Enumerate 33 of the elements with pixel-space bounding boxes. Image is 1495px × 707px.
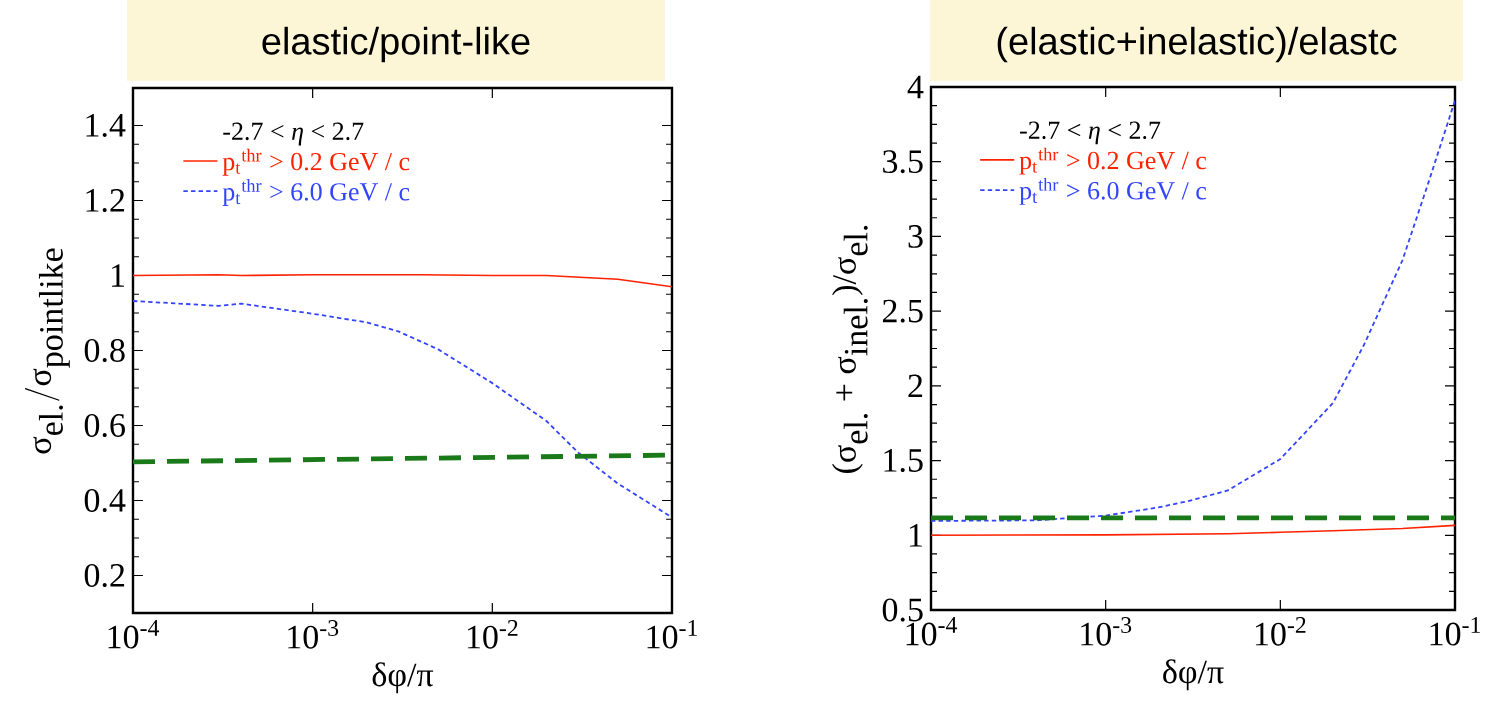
- y-tick-label: 3: [908, 225, 923, 248]
- legend-title: -2.7 < η < 2.7: [1020, 121, 1161, 145]
- y-tick-label: 1: [111, 264, 124, 287]
- y-tick-label: 2.5: [882, 299, 923, 323]
- x-tick-label: 10$^{-4}$: [108, 620, 160, 649]
- legend-label: p$_{t}$$^{thr}$ > 6.0 GeV / c: [222, 179, 410, 206]
- y-tick-label: 0.8: [84, 338, 125, 363]
- x-tick-label: 10$^{-1}$: [647, 620, 697, 649]
- y-tick-label: 0.2: [84, 563, 125, 588]
- y-tick-label: 4: [907, 75, 924, 99]
- x-tick-label: 10$^{-2}$: [467, 620, 518, 649]
- chart-title: (elastic+inelastic)/elastc: [997, 26, 1397, 63]
- y-tick-label: 1.4: [86, 114, 126, 137]
- y-tick-label: 2: [908, 374, 923, 398]
- y-tick-label: 1.5: [884, 449, 923, 473]
- y-tick-label: 0.6: [84, 413, 125, 438]
- legend-title: -2.7 < η < 2.7: [223, 122, 364, 146]
- y-tick-label: 1.2: [86, 189, 125, 212]
- y-tick-label: 0.4: [84, 488, 126, 513]
- x-tick-label: 10$^{-2}$: [1255, 617, 1306, 646]
- legend-label: p$_{t}$$^{thr}$ > 0.2 GeV / c: [1019, 147, 1207, 175]
- y-tick-label: 1: [909, 524, 922, 547]
- y-axis-title: $\textrm{σ}_{\textrm{el.}}/\textrm{σ}_{\textrm{pointlike}}$: [25, 248, 70, 454]
- x-tick-label: 10$^{-3}$: [1081, 617, 1132, 646]
- y-tick-label: 3.5: [883, 150, 923, 174]
- legend-label: p$_{t}$$^{thr}$ > 6.0 GeV / c: [1019, 177, 1207, 205]
- legend-label: p$_{t}$$^{thr}$ > 0.2 GeV / c: [222, 148, 410, 176]
- x-axis-title: δφ/π: [1163, 659, 1224, 691]
- x-axis-title: δφ/π: [372, 662, 434, 694]
- x-tick-label: 10$^{-3}$: [288, 620, 339, 649]
- chart-title: elastic/point-like: [262, 26, 530, 63]
- y-axis-title: $\textrm{(σ}_{\textrm{el.}}\textrm{ + σ}_{\textrm{inel.}}\textrm{)/σ}_{\textrm{el.}}$: [831, 225, 868, 473]
- x-tick-label: 10$^{-1}$: [1430, 617, 1480, 646]
